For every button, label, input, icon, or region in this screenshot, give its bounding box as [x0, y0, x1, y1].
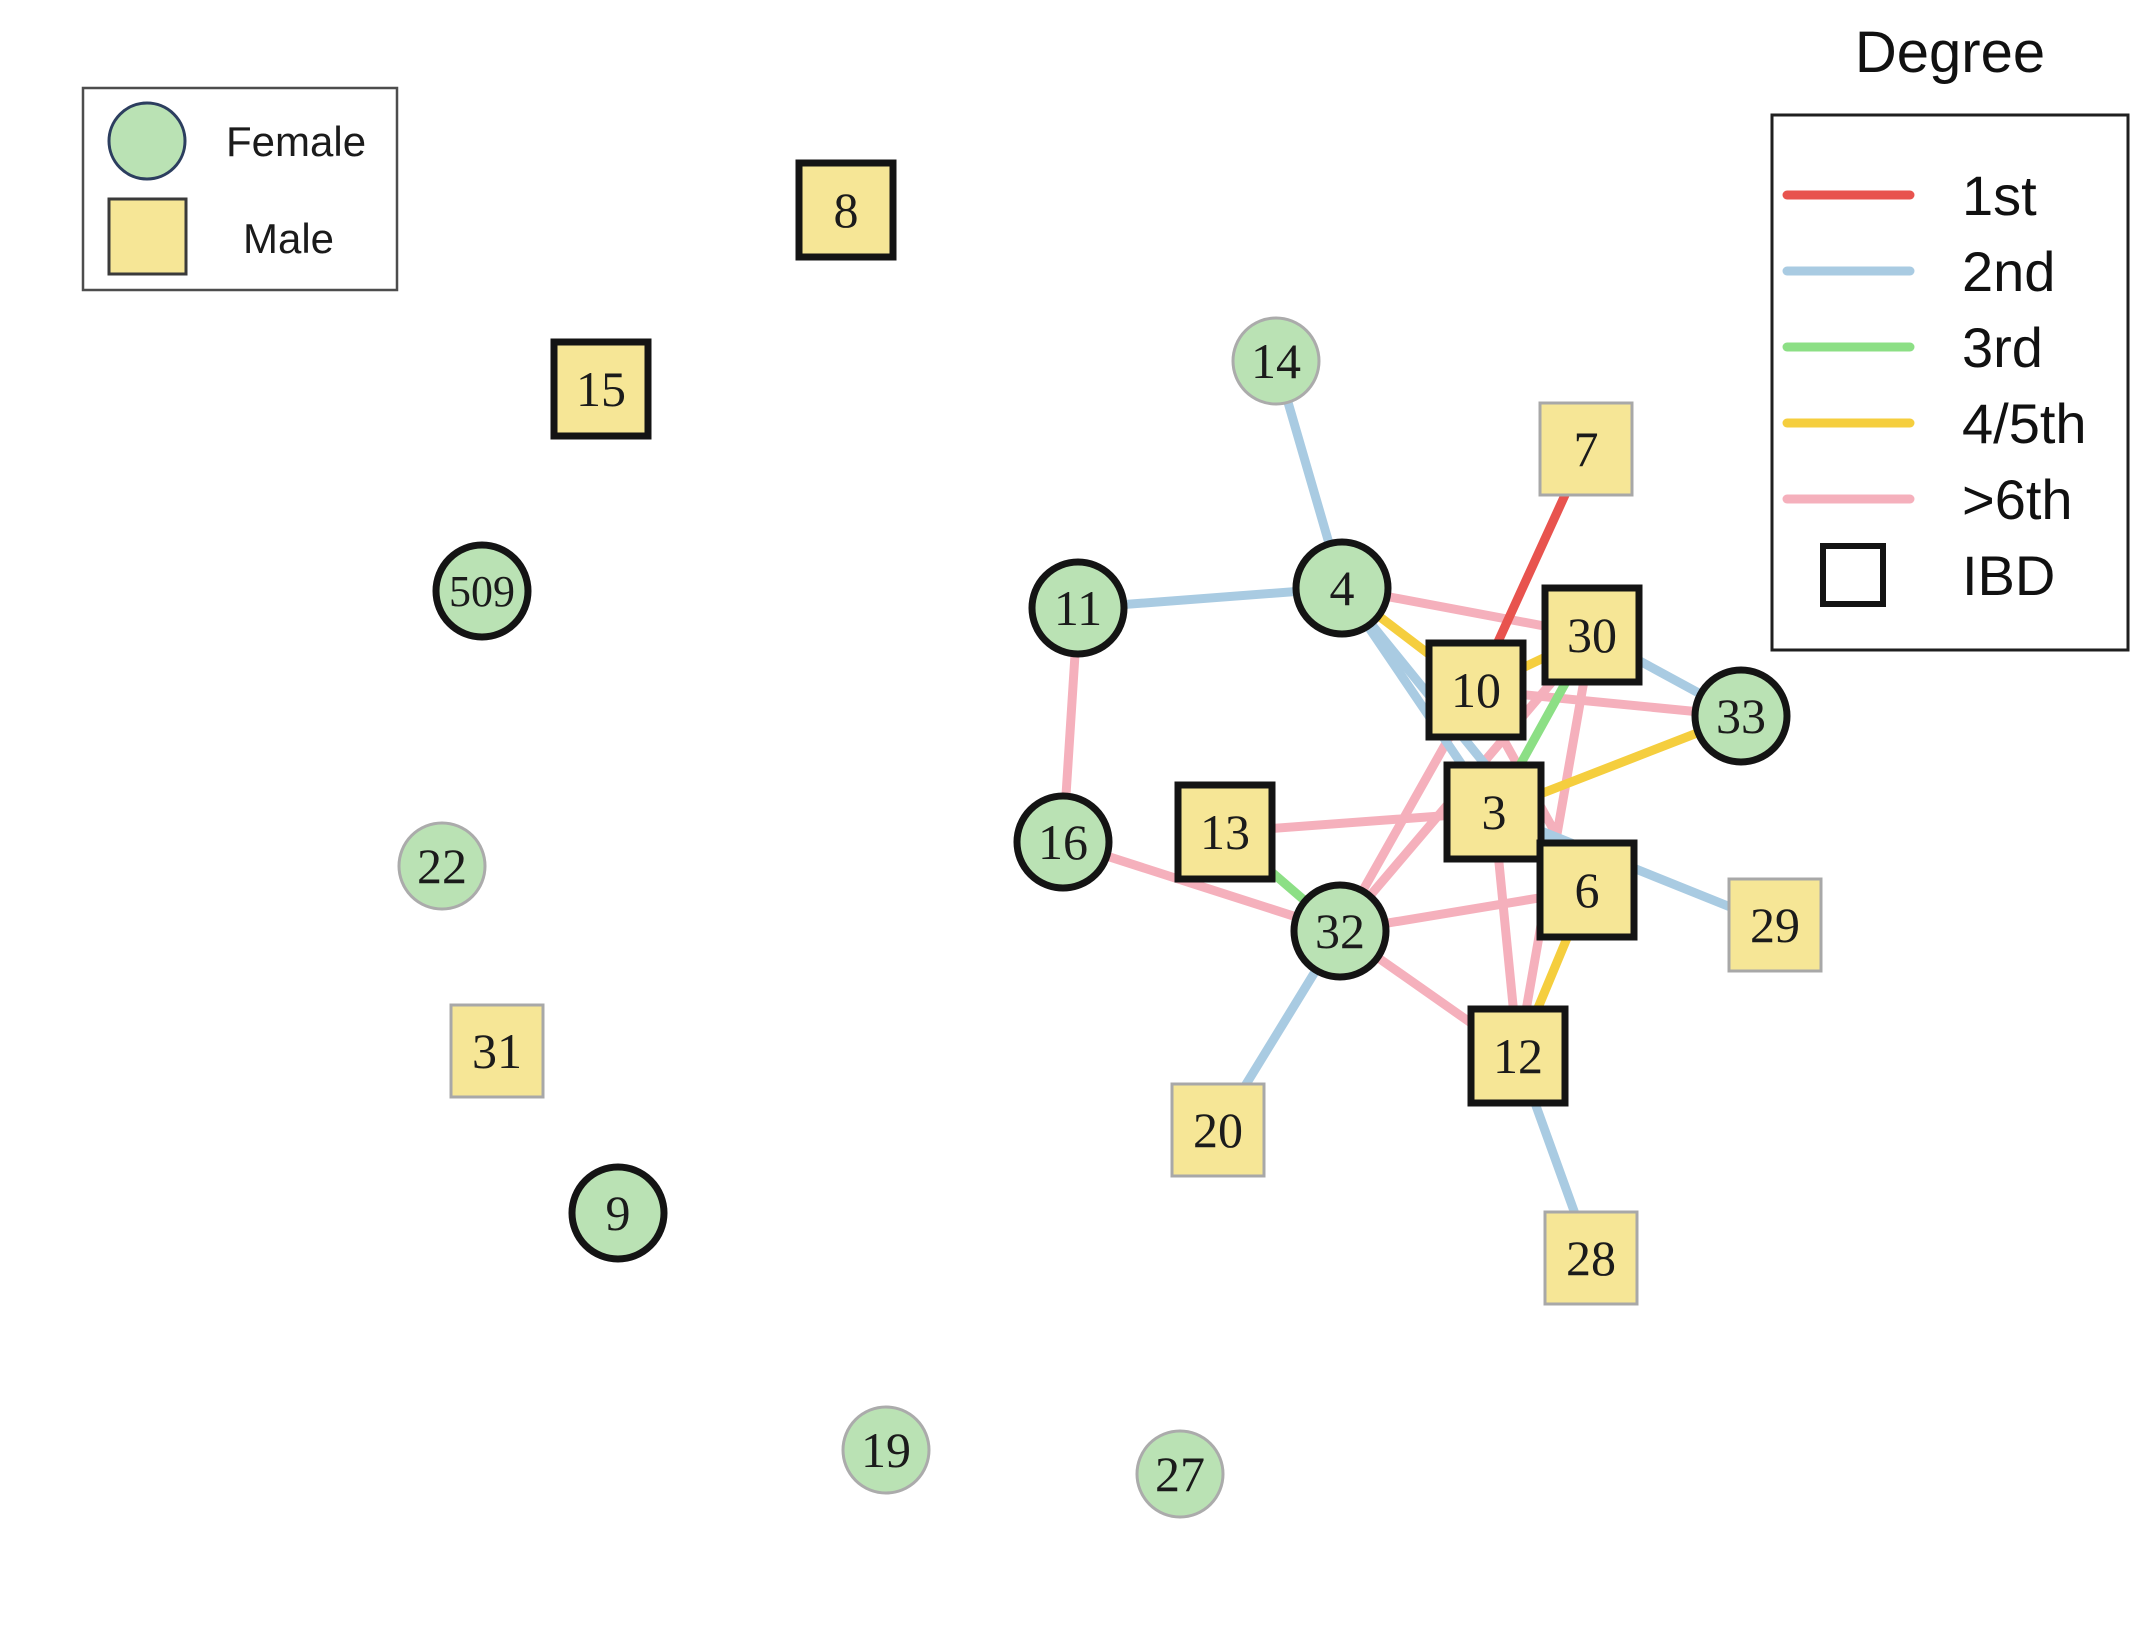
female-circle [1135, 1429, 1225, 1519]
node-33: 33 [1691, 666, 1791, 766]
node-20: 20 [1170, 1082, 1266, 1178]
degree-item-label: IBD [1962, 544, 2055, 607]
male-square [449, 1003, 545, 1099]
node-14: 14 [1231, 316, 1321, 406]
node-30: 30 [1541, 584, 1643, 686]
male-square-icon [107, 197, 188, 276]
degree-legend-items: 1st 2nd 3rd 4/5th >6th IBD [1782, 164, 2087, 607]
female-label: Female [226, 118, 366, 165]
male-square-ibd [1467, 1005, 1569, 1107]
degree-item-label: 4/5th [1962, 392, 2087, 455]
degree-item-label: >6th [1962, 468, 2073, 531]
degree-legend-box [1770, 113, 2130, 652]
sex-legend: Female Male [81, 86, 399, 292]
male-square-ibd [1536, 839, 1638, 941]
node-31: 31 [449, 1003, 545, 1099]
degree-legend-title: Degree [1855, 20, 2045, 85]
node-7: 7 [1538, 401, 1634, 497]
node-12: 12 [1467, 1005, 1569, 1107]
node-6: 6 [1536, 839, 1638, 941]
ibd-square-icon [1820, 543, 1886, 607]
male-square-ibd [550, 338, 652, 440]
female-circle-ibd [568, 1163, 668, 1263]
male-square [1727, 877, 1823, 973]
male-square-ibd [795, 159, 897, 261]
node-8: 8 [795, 159, 897, 261]
node-29: 29 [1727, 877, 1823, 973]
female-circle-ibd [1691, 666, 1791, 766]
male-label: Male [243, 215, 334, 262]
female-circle [397, 821, 487, 911]
male-square [1543, 1210, 1639, 1306]
male-square-ibd [1541, 584, 1643, 686]
node-19: 19 [841, 1405, 931, 1495]
node-27: 27 [1135, 1429, 1225, 1519]
node-9: 9 [568, 1163, 668, 1263]
degree-item-label: 2nd [1962, 240, 2055, 303]
degree-item-label: 3rd [1962, 316, 2043, 379]
node-15: 15 [550, 338, 652, 440]
node-3: 3 [1443, 761, 1545, 863]
male-square-ibd [1443, 761, 1545, 863]
male-square-ibd [1425, 639, 1527, 741]
node-509: 509 [432, 541, 532, 641]
degree-legend: Degree 1st 2nd 3rd 4/5th >6th IBD [1770, 20, 2130, 652]
male-square [1538, 401, 1634, 497]
female-circle-icon [107, 101, 187, 181]
female-circle-ibd [1028, 558, 1128, 658]
female-circle [1231, 316, 1321, 406]
male-square-ibd [1174, 781, 1276, 883]
node-4: 4 [1292, 538, 1392, 638]
female-circle-ibd [1290, 881, 1390, 981]
degree-item-label: 1st [1962, 164, 2037, 227]
sex-legend-box [81, 86, 399, 292]
female-circle-ibd [432, 541, 532, 641]
node-22: 22 [397, 821, 487, 911]
node-10: 10 [1425, 639, 1527, 741]
female-circle-ibd [1013, 792, 1113, 892]
node-16: 16 [1013, 792, 1113, 892]
node-28: 28 [1543, 1210, 1639, 1306]
female-circle-ibd [1292, 538, 1392, 638]
node-32: 32 [1290, 881, 1390, 981]
node-13: 13 [1174, 781, 1276, 883]
female-circle [841, 1405, 931, 1495]
node-11: 11 [1028, 558, 1128, 658]
edges-layer [1058, 356, 1780, 1263]
male-square [1170, 1082, 1266, 1178]
